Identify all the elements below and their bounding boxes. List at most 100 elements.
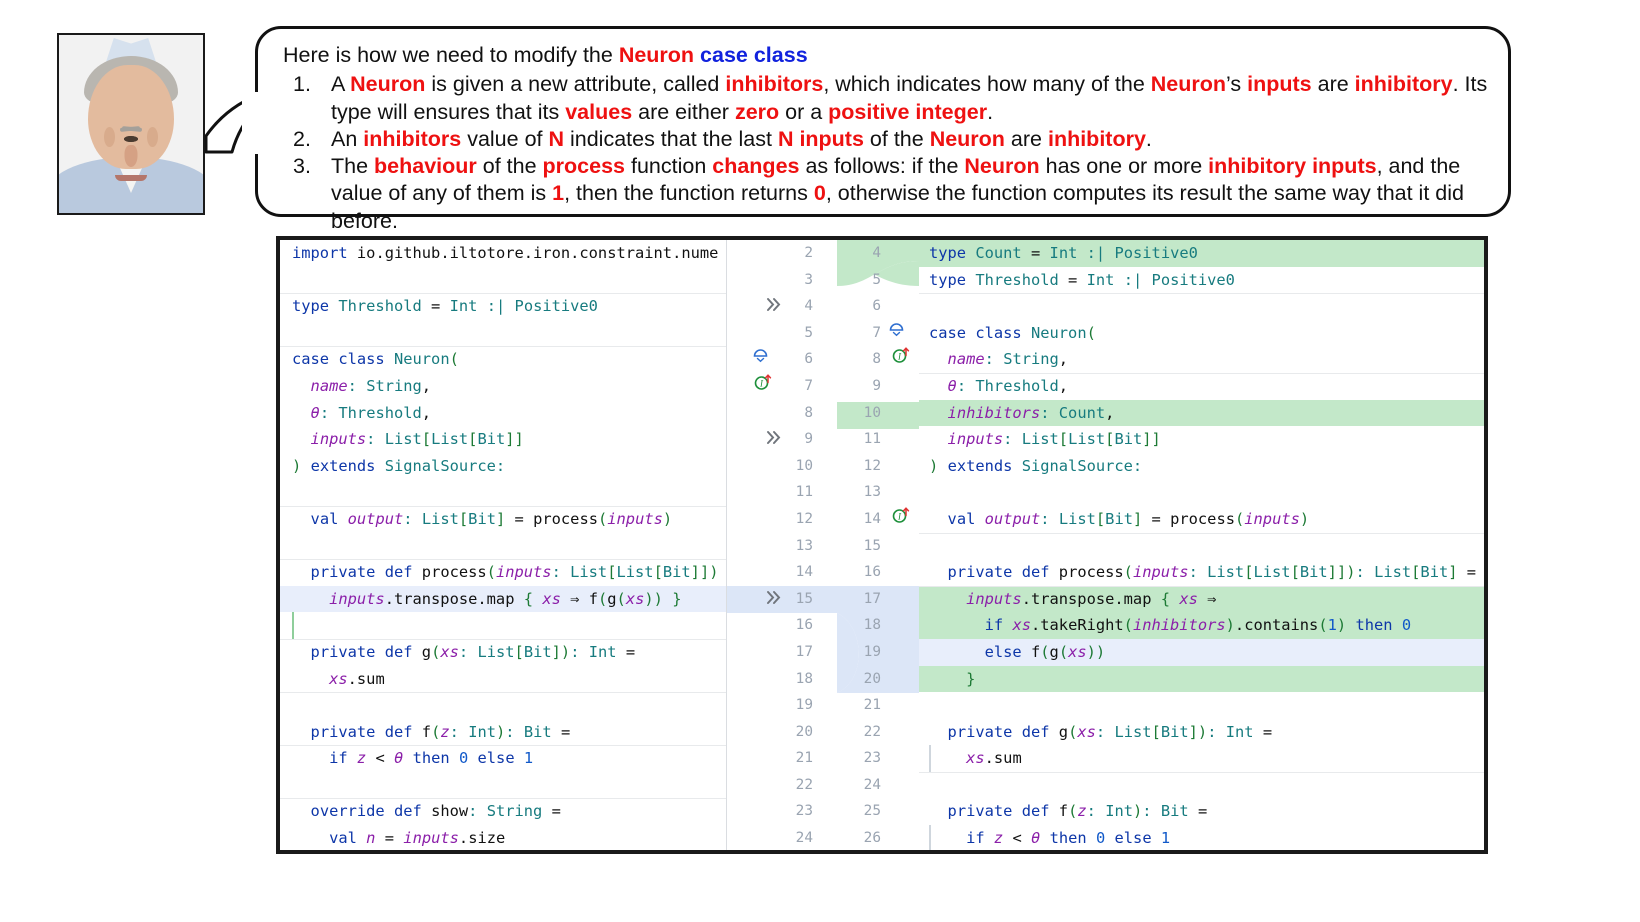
- code-line[interactable]: val output: List[Bit] = process(inputs): [280, 505, 726, 533]
- code-line[interactable]: inputs.transpose.map { xs ⇒: [919, 585, 1484, 613]
- code-line[interactable]: [280, 320, 726, 347]
- gutter-row[interactable]: 19 21: [727, 692, 919, 719]
- gutter-row[interactable]: 17 19: [727, 639, 919, 666]
- code-token: [1050, 404, 1059, 422]
- gutter-row[interactable]: 15 17: [727, 586, 919, 613]
- code-line[interactable]: private def f(z: Int): Bit =: [280, 719, 726, 746]
- gutter-row[interactable]: 6 8 I: [727, 346, 919, 373]
- code-line[interactable]: inhibitors: Count,: [919, 399, 1484, 427]
- gutter-row[interactable]: 22 24: [727, 772, 919, 799]
- code-line[interactable]: xs.sum: [919, 745, 1484, 772]
- code-line[interactable]: θ: Threshold,: [919, 372, 1484, 400]
- left-line-number: 11: [795, 484, 813, 501]
- code-line[interactable]: [919, 532, 1484, 560]
- gutter-row[interactable]: 13 15: [727, 533, 919, 560]
- gutter-row[interactable]: 8 10: [727, 400, 919, 427]
- code-line[interactable]: private def g(xs: List[Bit]): Int =: [919, 719, 1484, 746]
- gutter-row[interactable]: 23 25: [727, 798, 919, 825]
- gutter-row[interactable]: 9 11: [727, 426, 919, 453]
- code-token: [1142, 271, 1151, 289]
- code-line[interactable]: }: [919, 665, 1484, 693]
- fold-region-icon[interactable]: [888, 321, 905, 338]
- implicit-conversion-icon[interactable]: I: [754, 374, 773, 391]
- diff-gutter[interactable]: 2 4 3 5 4 6 5 7 6 8 I I 7 9 8 10 9 11 10 12 11 13 12 14 I 13 15 14 1…: [727, 240, 919, 850]
- code-line[interactable]: [919, 771, 1484, 799]
- code-line[interactable]: private def process(inputs: List[List[Bi…: [919, 559, 1484, 586]
- code-line[interactable]: private def g(xs: List[Bit]): Int =: [280, 638, 726, 666]
- left-line-number: 16: [795, 617, 813, 634]
- gutter-row[interactable]: 16 18: [727, 612, 919, 639]
- code-line[interactable]: private def f(z: Int): Bit =: [919, 798, 1484, 825]
- code-line[interactable]: if z < θ then 0 else 1: [280, 745, 726, 772]
- gutter-row[interactable]: 21 23: [727, 745, 919, 772]
- code-line[interactable]: val n = inputs.size: [280, 825, 726, 850]
- code-line[interactable]: inputs: List[List[Bit]]: [919, 426, 1484, 453]
- gutter-row[interactable]: 12 14 I: [727, 506, 919, 533]
- code-token: ): [929, 456, 939, 475]
- code-line[interactable]: [280, 479, 726, 506]
- code-line[interactable]: [280, 533, 726, 560]
- code-token: extends: [947, 456, 1013, 475]
- fold-region-icon[interactable]: [752, 347, 769, 364]
- bubble-text-run: inhibitors: [725, 72, 824, 97]
- right-code-pane[interactable]: type Count = Int :| Positive0 type Thresh…: [919, 240, 1484, 850]
- code-line[interactable]: private def process(inputs: List[List[Bi…: [280, 559, 726, 586]
- code-token: List: [1058, 509, 1096, 528]
- gutter-row[interactable]: 24 26: [727, 825, 919, 850]
- code-token: inhibitors: [947, 403, 1041, 422]
- code-line[interactable]: inputs: List[List[Bit]]: [280, 426, 726, 453]
- chevron-double-right-icon[interactable]: [766, 590, 783, 605]
- code-line[interactable]: inputs.transpose.map { xs ⇒ f(g(xs)) }: [280, 585, 726, 613]
- code-line[interactable]: [919, 479, 1484, 506]
- code-line[interactable]: case class Neuron(: [280, 346, 726, 373]
- code-line[interactable]: import io.github.iltotore.iron.constrain…: [280, 240, 726, 267]
- code-line[interactable]: if z < θ then 0 else 1: [919, 825, 1484, 850]
- implicit-conversion-icon[interactable]: I: [892, 507, 911, 524]
- code-line[interactable]: ) extends SignalSource:: [280, 453, 726, 480]
- code-token: 1: [1160, 829, 1171, 848]
- code-line[interactable]: [919, 293, 1484, 320]
- code-token: [: [1411, 563, 1421, 582]
- right-line-number: 19: [863, 643, 881, 660]
- code-line[interactable]: [280, 772, 726, 799]
- implicit-conversion-icon[interactable]: I: [892, 347, 911, 364]
- code-token: List: [1253, 563, 1291, 582]
- code-line[interactable]: else f(g(xs)): [919, 638, 1484, 666]
- code-line[interactable]: [280, 612, 726, 639]
- code-line[interactable]: θ: Threshold,: [280, 400, 726, 427]
- code-line[interactable]: xs.sum: [280, 666, 726, 693]
- code-line[interactable]: name: String,: [919, 346, 1484, 373]
- code-line[interactable]: name: String,: [280, 373, 726, 400]
- gutter-row[interactable]: 18 20: [727, 666, 919, 693]
- code-token: else: [984, 642, 1022, 661]
- code-line[interactable]: if xs.takeRight(inhibitors).contains(1) …: [919, 612, 1484, 639]
- code-line[interactable]: type Count = Int :| Positive0: [919, 240, 1484, 267]
- code-token: :: [449, 722, 459, 741]
- chevron-double-right-icon[interactable]: [766, 297, 783, 312]
- code-token: ,: [421, 376, 432, 395]
- code-line[interactable]: [280, 692, 726, 719]
- gutter-row[interactable]: 20 22: [727, 719, 919, 746]
- code-line[interactable]: type Threshold = Int :| Positive0: [919, 267, 1484, 294]
- code-line[interactable]: [919, 692, 1484, 719]
- gutter-row[interactable]: I 7 9: [727, 373, 919, 400]
- code-line[interactable]: ) extends SignalSource:: [919, 453, 1484, 480]
- code-token: ): [653, 589, 663, 608]
- code-line[interactable]: override def show: String =: [280, 798, 726, 825]
- code-line[interactable]: type Threshold = Int :| Positive0: [280, 293, 726, 320]
- gutter-row[interactable]: 10 12: [727, 453, 919, 480]
- code-token: [1152, 802, 1161, 820]
- code-token: def: [1021, 802, 1050, 821]
- code-line[interactable]: val output: List[Bit] = process(inputs): [919, 506, 1484, 533]
- gutter-row[interactable]: 11 13: [727, 479, 919, 506]
- code-token: .: [523, 244, 534, 262]
- code-line[interactable]: case class Neuron(: [919, 320, 1484, 347]
- gutter-row[interactable]: 14 16: [727, 559, 919, 586]
- left-code-pane[interactable]: import io.github.iltotore.iron.constrain…: [280, 240, 727, 850]
- code-line[interactable]: [280, 267, 726, 294]
- chevron-double-right-icon[interactable]: [766, 430, 783, 445]
